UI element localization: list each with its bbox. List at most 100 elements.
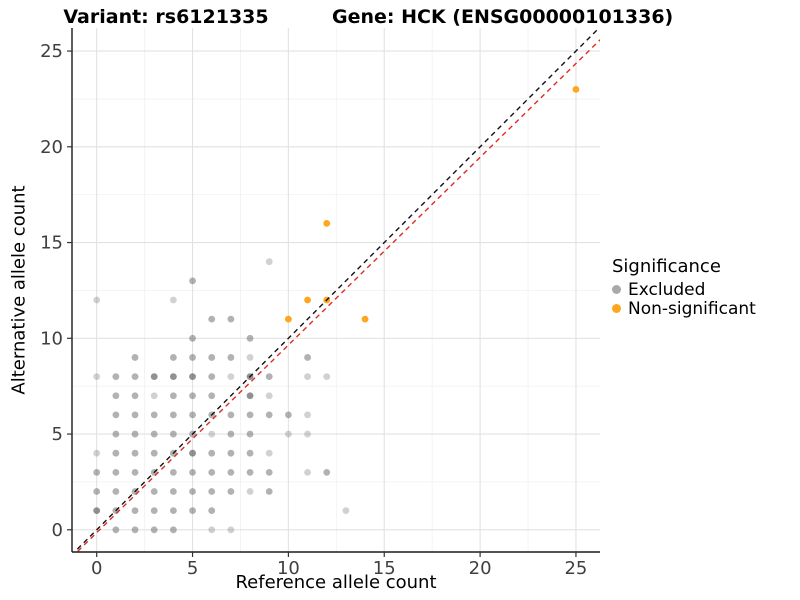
data-point [131,468,139,476]
data-point [169,354,177,361]
data-point [227,430,235,438]
data-point [169,392,177,400]
data-point [304,430,311,438]
x-tick-label: 10 [277,558,300,579]
axis-lines [71,28,600,553]
x-tick-label: 15 [373,558,396,579]
data-point [342,507,350,515]
legend-dot-icon [612,285,621,294]
data-point [112,526,120,534]
data-point [131,354,139,361]
data-point [112,430,120,438]
data-point [131,449,139,457]
legend-item-label: Non-significant [628,298,756,319]
x-tick-label: 0 [91,558,102,579]
data-point [189,449,196,457]
data-point [93,296,101,304]
data-point [246,411,254,419]
data-point [227,354,235,361]
data-point [246,468,254,476]
data-point [246,334,254,342]
y-axis-label: Alternative allele count [8,185,30,395]
legend-title: Significance [612,256,721,277]
axis-ticks: 0 5 10 15 20 25 0 5 10 15 20 25 [40,41,587,579]
data-point [208,430,216,438]
data-point [246,354,254,361]
data-point [112,411,120,419]
data-point [208,488,216,495]
data-point [93,468,101,476]
x-axis-label: Reference allele count [235,572,437,593]
data-point [189,277,196,285]
data-point [208,507,216,515]
data-point [323,220,331,227]
x-tick-label: 20 [469,558,492,579]
data-point [572,85,580,93]
data-point [227,315,235,323]
y-tick-label: 10 [40,328,63,349]
data-point [227,373,235,380]
legend-item-excluded: Excluded [612,279,756,300]
data-point [150,526,158,534]
legend-item-label: Excluded [628,279,706,300]
data-point [208,526,216,534]
data-point [208,449,216,457]
data-point [265,373,273,380]
data-point [131,507,139,515]
data-point [246,430,254,438]
y-tick-label: 5 [52,424,63,445]
series-excluded [93,258,350,534]
data-point [361,315,369,323]
data-point [265,411,273,419]
data-point [208,373,216,380]
data-point [131,392,139,400]
legend-item-non-significant: Non-significant [612,298,756,319]
y-tick-label: 15 [40,233,63,254]
data-point [208,315,216,323]
data-point [227,449,235,457]
y-tick-label: 20 [40,137,63,158]
data-point [304,468,311,476]
data-point [189,392,196,400]
data-point [323,468,331,476]
data-point [169,526,177,534]
data-point [169,373,177,380]
data-point [150,430,158,438]
data-point [227,411,235,419]
x-tick-label: 25 [564,558,587,579]
data-point [112,488,120,495]
data-point [112,373,120,380]
data-point [169,296,177,304]
data-point [227,468,235,476]
data-point [265,258,273,266]
legend: Significance Excluded Non-significant [612,256,756,319]
data-point [246,392,254,400]
fit-line [75,38,600,552]
data-point [131,526,139,534]
grid-minor [72,28,600,552]
data-point [304,373,311,380]
data-point [227,488,235,495]
data-point [208,468,216,476]
data-point [246,449,254,457]
data-point [285,430,292,438]
data-point [208,392,216,400]
data-point [150,373,158,380]
legend-items: Excluded Non-significant [612,279,756,319]
data-point [189,468,196,476]
data-point [150,392,158,400]
plot-title-variant: Variant: rs6121335 [63,6,269,28]
data-point [227,526,235,534]
data-point [150,449,158,457]
data-point [169,468,177,476]
data-point [285,315,292,323]
data-point [323,373,331,380]
data-point [265,468,273,476]
data-point [265,392,273,400]
data-point [189,334,196,342]
data-point [169,430,177,438]
data-point [304,296,311,304]
data-point [93,373,101,380]
data-point [93,449,101,457]
